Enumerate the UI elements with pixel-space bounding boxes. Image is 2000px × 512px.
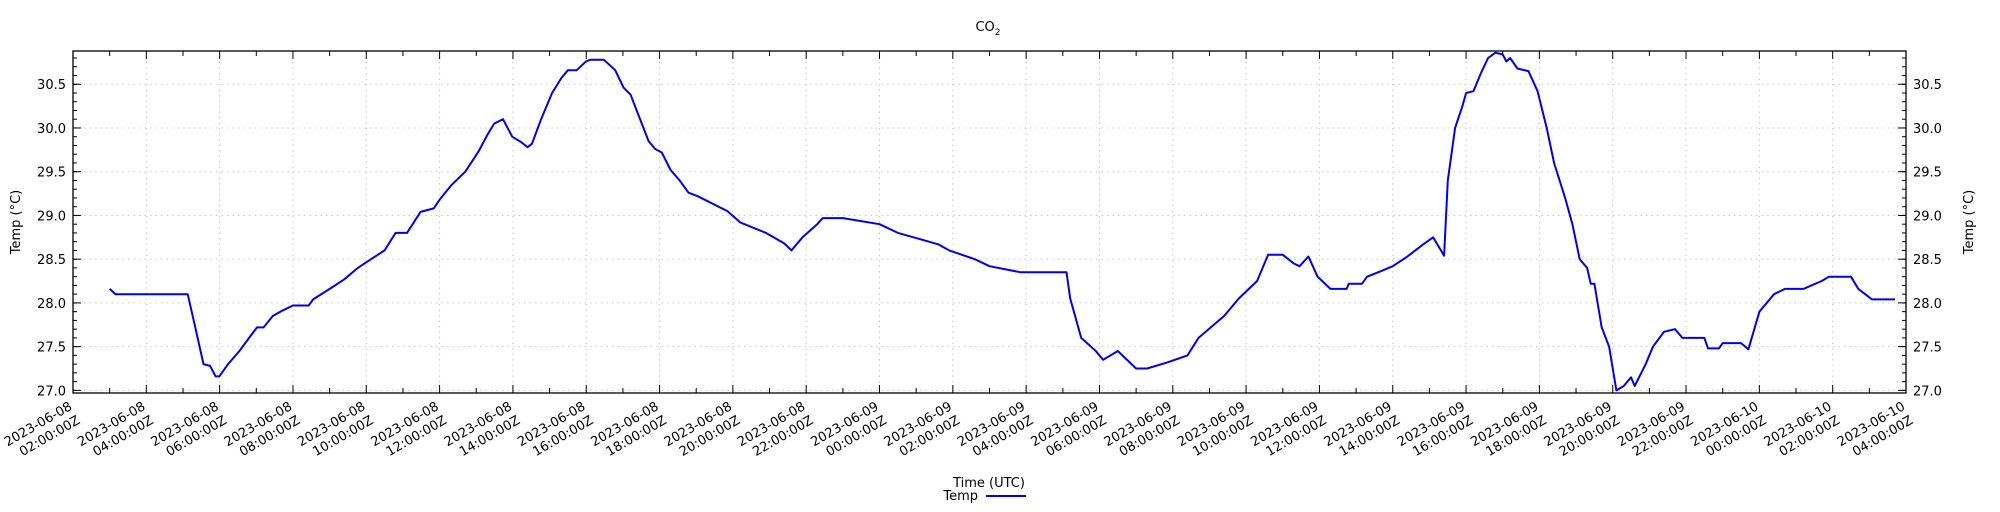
y-tick-labels-right: 27.0 27.5 28.0 28.5 29.0 29.5 30.0 30.5 bbox=[1913, 78, 1942, 399]
axis-ticks bbox=[72, 51, 1907, 393]
grid bbox=[73, 51, 1906, 393]
y-tick-label: 27.0 bbox=[1913, 384, 1942, 399]
y-tick-label: 28.5 bbox=[1913, 253, 1942, 268]
y-tick-labels-left: 27.0 27.5 28.0 28.5 29.0 29.5 30.0 30.5 bbox=[37, 78, 66, 399]
y-tick-label: 30.5 bbox=[1913, 78, 1942, 93]
series-line-temp bbox=[109, 51, 1895, 392]
title-text: CO bbox=[975, 20, 994, 35]
y-tick-label: 29.0 bbox=[1913, 209, 1942, 224]
legend: Temp bbox=[942, 489, 1026, 504]
plot-frame bbox=[72, 50, 1907, 394]
y-tick-label: 30.0 bbox=[37, 122, 66, 137]
y-tick-label: 27.0 bbox=[37, 384, 66, 399]
y-tick-label: 27.5 bbox=[37, 341, 66, 356]
y-tick-label: 28.5 bbox=[37, 253, 66, 268]
chart-title: CO2 bbox=[975, 20, 1000, 38]
x-axis-label: Time (UTC) bbox=[952, 476, 1025, 491]
y-tick-label: 27.5 bbox=[1913, 341, 1942, 356]
y-tick-label: 29.5 bbox=[1913, 166, 1942, 181]
title-subscript: 2 bbox=[995, 28, 1001, 38]
y-tick-label: 29.5 bbox=[37, 166, 66, 181]
legend-label-temp: Temp bbox=[942, 489, 978, 504]
y-tick-label: 30.0 bbox=[1913, 122, 1942, 137]
y-tick-label: 28.0 bbox=[37, 297, 66, 312]
series-group bbox=[109, 51, 1895, 392]
y-tick-label: 30.5 bbox=[37, 78, 66, 93]
x-tick-labels: 2023-06-0802:00:00Z2023-06-0804:00:00Z20… bbox=[2, 399, 1916, 459]
y-tick-label: 29.0 bbox=[37, 209, 66, 224]
y-axis-label-left: Temp (°C) bbox=[9, 190, 24, 256]
y-tick-label: 28.0 bbox=[1913, 297, 1942, 312]
y-axis-label-right: Temp (°C) bbox=[1962, 190, 1977, 256]
